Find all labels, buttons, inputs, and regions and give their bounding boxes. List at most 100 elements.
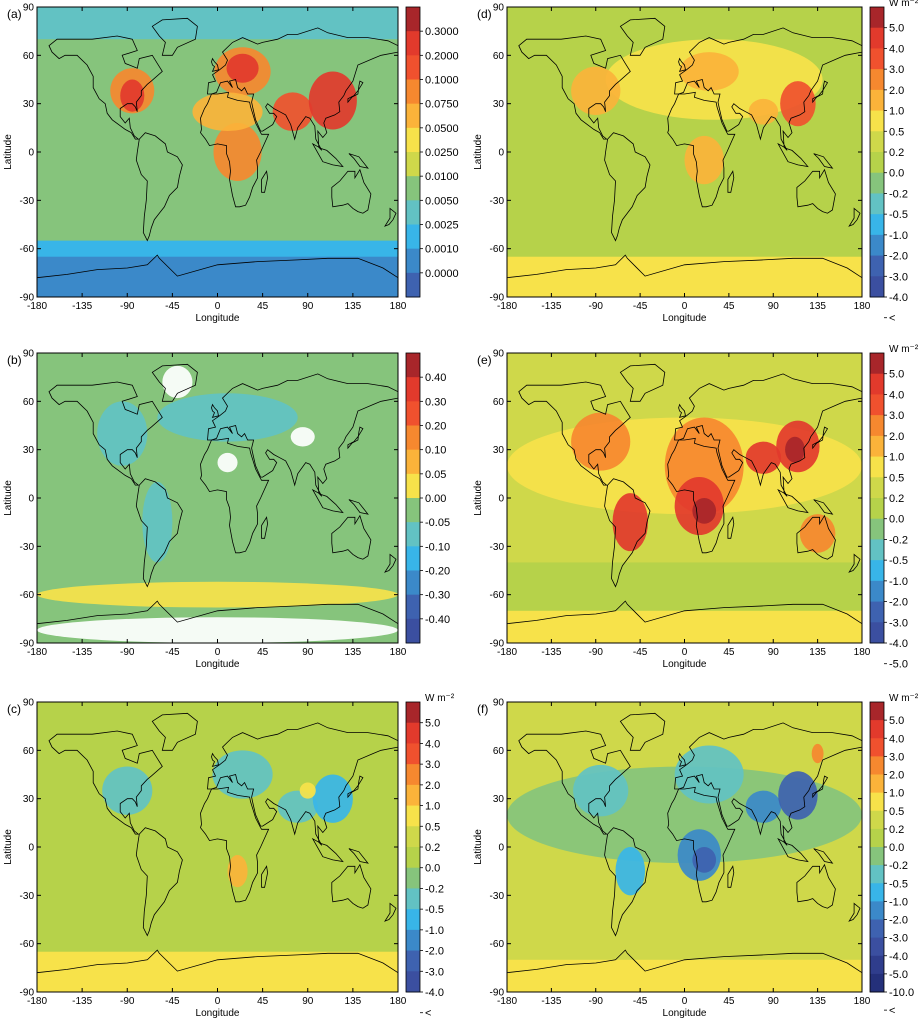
field-region [226,53,259,83]
arctic-band [507,702,862,743]
colorbar-segment [870,498,884,520]
colorbar-segment [870,937,884,957]
y-tick-label: 60 [23,397,35,408]
coastline-africa [200,91,270,208]
x-tick-label: 135 [345,996,362,1007]
colorbar-segment [870,69,884,91]
y-tick-label: -30 [20,542,35,553]
coastline-new-zealand [384,207,397,227]
field-region [37,617,398,643]
x-tick-label: 180 [854,647,871,658]
colorbar-segment [406,847,420,869]
colorbar-segment [870,560,884,582]
colorbar-label: -2.0 [889,597,908,609]
colorbar-label: 0.0025 [425,220,459,232]
x-tick-label: -90 [120,996,135,1007]
y-tick-label: 90 [493,698,505,709]
x-tick-label: 0 [682,996,688,1007]
coastline-eurasia [207,722,398,846]
y-tick-label: -90 [20,988,35,999]
x-tick-label: -45 [165,647,180,658]
colorbar-label: -2.0 [425,946,444,958]
coastline-eurasia [674,373,862,497]
x-tick-label: 180 [390,647,407,658]
y-tick-label: -90 [20,293,35,304]
field-region [227,855,248,888]
coastline-south-america [135,478,183,588]
field-region [212,750,273,799]
field-region [799,514,836,553]
colorbar-segment [870,622,884,644]
map-field-d [507,7,862,297]
colorbar-label: -2.0 [889,251,908,263]
colorbar-segment [870,255,884,277]
colorbar-segment [406,805,420,827]
colorbar-segment [406,79,420,105]
x-tick-label: 180 [390,996,407,1007]
antarctic-band [507,256,862,297]
coastline-new-guinea [813,499,834,515]
colorbar-segment [870,234,884,257]
colorbar-segment [406,353,420,378]
y-tick-label: -30 [20,891,35,902]
coastline-madagascar [727,170,735,193]
y-tick-label: 90 [23,698,35,709]
colorbar-label: < [889,313,895,325]
y-tick-label: 30 [23,794,35,805]
colorbar-segment [870,435,884,458]
field-region [684,135,724,185]
x-tick-label: -180 [27,647,47,658]
coastline-uk [678,752,686,767]
field-region [142,481,173,563]
colorbar-segment [870,847,884,866]
coastline-eurasia [674,722,862,846]
colorbar-label: -10.0 [889,987,914,999]
y-tick-label: 30 [493,794,505,805]
y-tick-label: 0 [28,843,34,854]
colorbar-label: 0.05 [425,469,446,481]
x-tick-label: 180 [390,301,407,312]
y-tick-label: 90 [23,349,35,360]
colorbar-label: 3.0 [425,759,440,771]
y-tick-label: 90 [493,3,505,14]
field-region [120,79,145,112]
colorbar-label: 4.0 [889,43,904,55]
colorbar-segment [870,901,884,920]
coastline-new-guinea [348,499,369,515]
coastline-indonesia [777,837,809,863]
colorbar-segment [870,702,884,721]
colorbar-label: -0.05 [425,517,450,529]
coastline-north-america [518,381,631,486]
colorbar-segment [406,449,420,475]
panel-a: -180 -135 -90 -45 0 45 90 135 180 Longitude 90 60 30… [3,3,459,325]
x-tick-label: -45 [165,996,180,1007]
colorbar-label: -3.0 [889,933,908,945]
coastline-madagascar [727,865,735,888]
colorbar-label: 3.0 [889,751,904,763]
x-tick-label: 90 [302,647,314,658]
x-tick-label: 0 [215,647,221,658]
x-tick-label: -180 [27,996,47,1007]
y-tick-label: -30 [490,891,505,902]
colorbar-label: 0.2 [889,147,904,159]
y-tick-label: 0 [28,494,34,505]
colorbar-segment [406,7,420,32]
panel-label: (c) [7,702,21,716]
colorbar-segment [406,103,420,129]
y-axis-label: Latitude [473,480,484,516]
colorbar-label: < [425,1008,431,1020]
colorbar-label: -3.0 [425,966,444,978]
colorbar-segment [406,867,420,889]
field-region [571,412,631,471]
x-tick-label: 135 [809,301,826,312]
colorbar-segment [870,738,884,757]
coastline-greenland [151,17,198,56]
colorbar-label: -3.0 [889,271,908,283]
arctic-band [37,7,398,40]
colorbar-segment [870,415,884,437]
colorbar-label: 4.0 [889,733,904,745]
colorbar-label: 0.30 [425,396,446,408]
colorbar-label: -4.0 [425,987,444,999]
coastline-north-america [48,381,163,486]
